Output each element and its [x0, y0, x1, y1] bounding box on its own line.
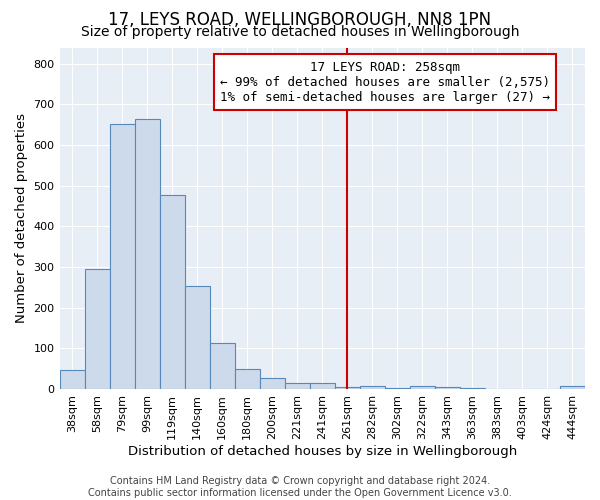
Text: Contains HM Land Registry data © Crown copyright and database right 2024.
Contai: Contains HM Land Registry data © Crown c… [88, 476, 512, 498]
Bar [185, 286, 209, 389]
Bar [235, 370, 260, 389]
Bar [285, 383, 310, 389]
Bar [160, 195, 185, 389]
Bar [260, 378, 285, 389]
Text: 17, LEYS ROAD, WELLINGBOROUGH, NN8 1PN: 17, LEYS ROAD, WELLINGBOROUGH, NN8 1PN [109, 11, 491, 29]
Bar [460, 388, 485, 389]
Bar [360, 386, 385, 389]
Bar [85, 269, 110, 389]
Bar [335, 387, 360, 389]
Bar [209, 343, 235, 389]
Text: 17 LEYS ROAD: 258sqm
← 99% of detached houses are smaller (2,575)
1% of semi-det: 17 LEYS ROAD: 258sqm ← 99% of detached h… [220, 60, 550, 104]
Bar [134, 120, 160, 389]
Bar [410, 386, 435, 389]
Bar [59, 370, 85, 389]
Bar [560, 386, 585, 389]
Text: Size of property relative to detached houses in Wellingborough: Size of property relative to detached ho… [81, 25, 519, 39]
Y-axis label: Number of detached properties: Number of detached properties [15, 113, 28, 323]
X-axis label: Distribution of detached houses by size in Wellingborough: Distribution of detached houses by size … [128, 444, 517, 458]
Bar [435, 387, 460, 389]
Bar [310, 383, 335, 389]
Bar [385, 388, 410, 389]
Bar [110, 124, 134, 389]
